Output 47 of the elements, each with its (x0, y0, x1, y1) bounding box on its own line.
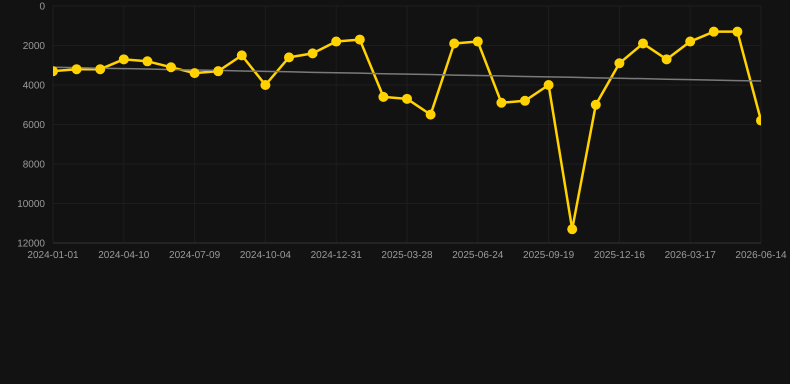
point (496, 98, 506, 108)
x-tick-label: 2024-12-31 (310, 250, 362, 262)
point (590, 100, 601, 110)
point (567, 224, 578, 234)
point (118, 54, 129, 64)
point (638, 38, 648, 49)
point (331, 36, 342, 47)
point (449, 38, 460, 49)
y-tick-label: 10000 (17, 199, 46, 210)
y-tick-label: 0 (39, 2, 46, 13)
point (190, 68, 200, 78)
point (662, 54, 672, 64)
point (732, 26, 742, 37)
point (520, 96, 530, 106)
point (614, 58, 624, 68)
point (472, 36, 483, 47)
point (685, 36, 696, 47)
y-tick-label: 12000 (17, 238, 46, 250)
point (142, 56, 152, 66)
x-tick-label: 2025-06-24 (452, 250, 504, 262)
x-tick-label: 2025-12-16 (594, 250, 646, 262)
x-tick-label: 2026-03-17 (664, 250, 716, 262)
point (166, 62, 176, 72)
y-tick-label: 8000 (22, 160, 46, 171)
x-tick-label: 2025-03-28 (381, 250, 434, 262)
point (95, 64, 106, 74)
x-tick-label: 2024-07-09 (169, 250, 221, 262)
point (544, 80, 554, 90)
point (378, 92, 388, 102)
point (708, 26, 719, 37)
point (213, 66, 224, 76)
point (260, 80, 270, 90)
point (402, 94, 412, 104)
point (354, 34, 365, 45)
y-tick-label: 2000 (22, 41, 46, 52)
x-tick-label: 2025-09-19 (523, 250, 575, 262)
x-tick-label: 2024-01-01 (27, 250, 80, 262)
point (72, 64, 82, 74)
point (284, 52, 294, 62)
y-tick-label: 6000 (22, 120, 46, 132)
x-tick-label: 2026-06-14 (735, 250, 788, 262)
point (308, 48, 318, 58)
point (426, 110, 436, 120)
x-tick-label: 2024-10-04 (240, 250, 292, 262)
y-tick-label: 4000 (22, 80, 46, 92)
x-tick-label: 2024-04-10 (98, 250, 150, 262)
point (236, 50, 247, 60)
